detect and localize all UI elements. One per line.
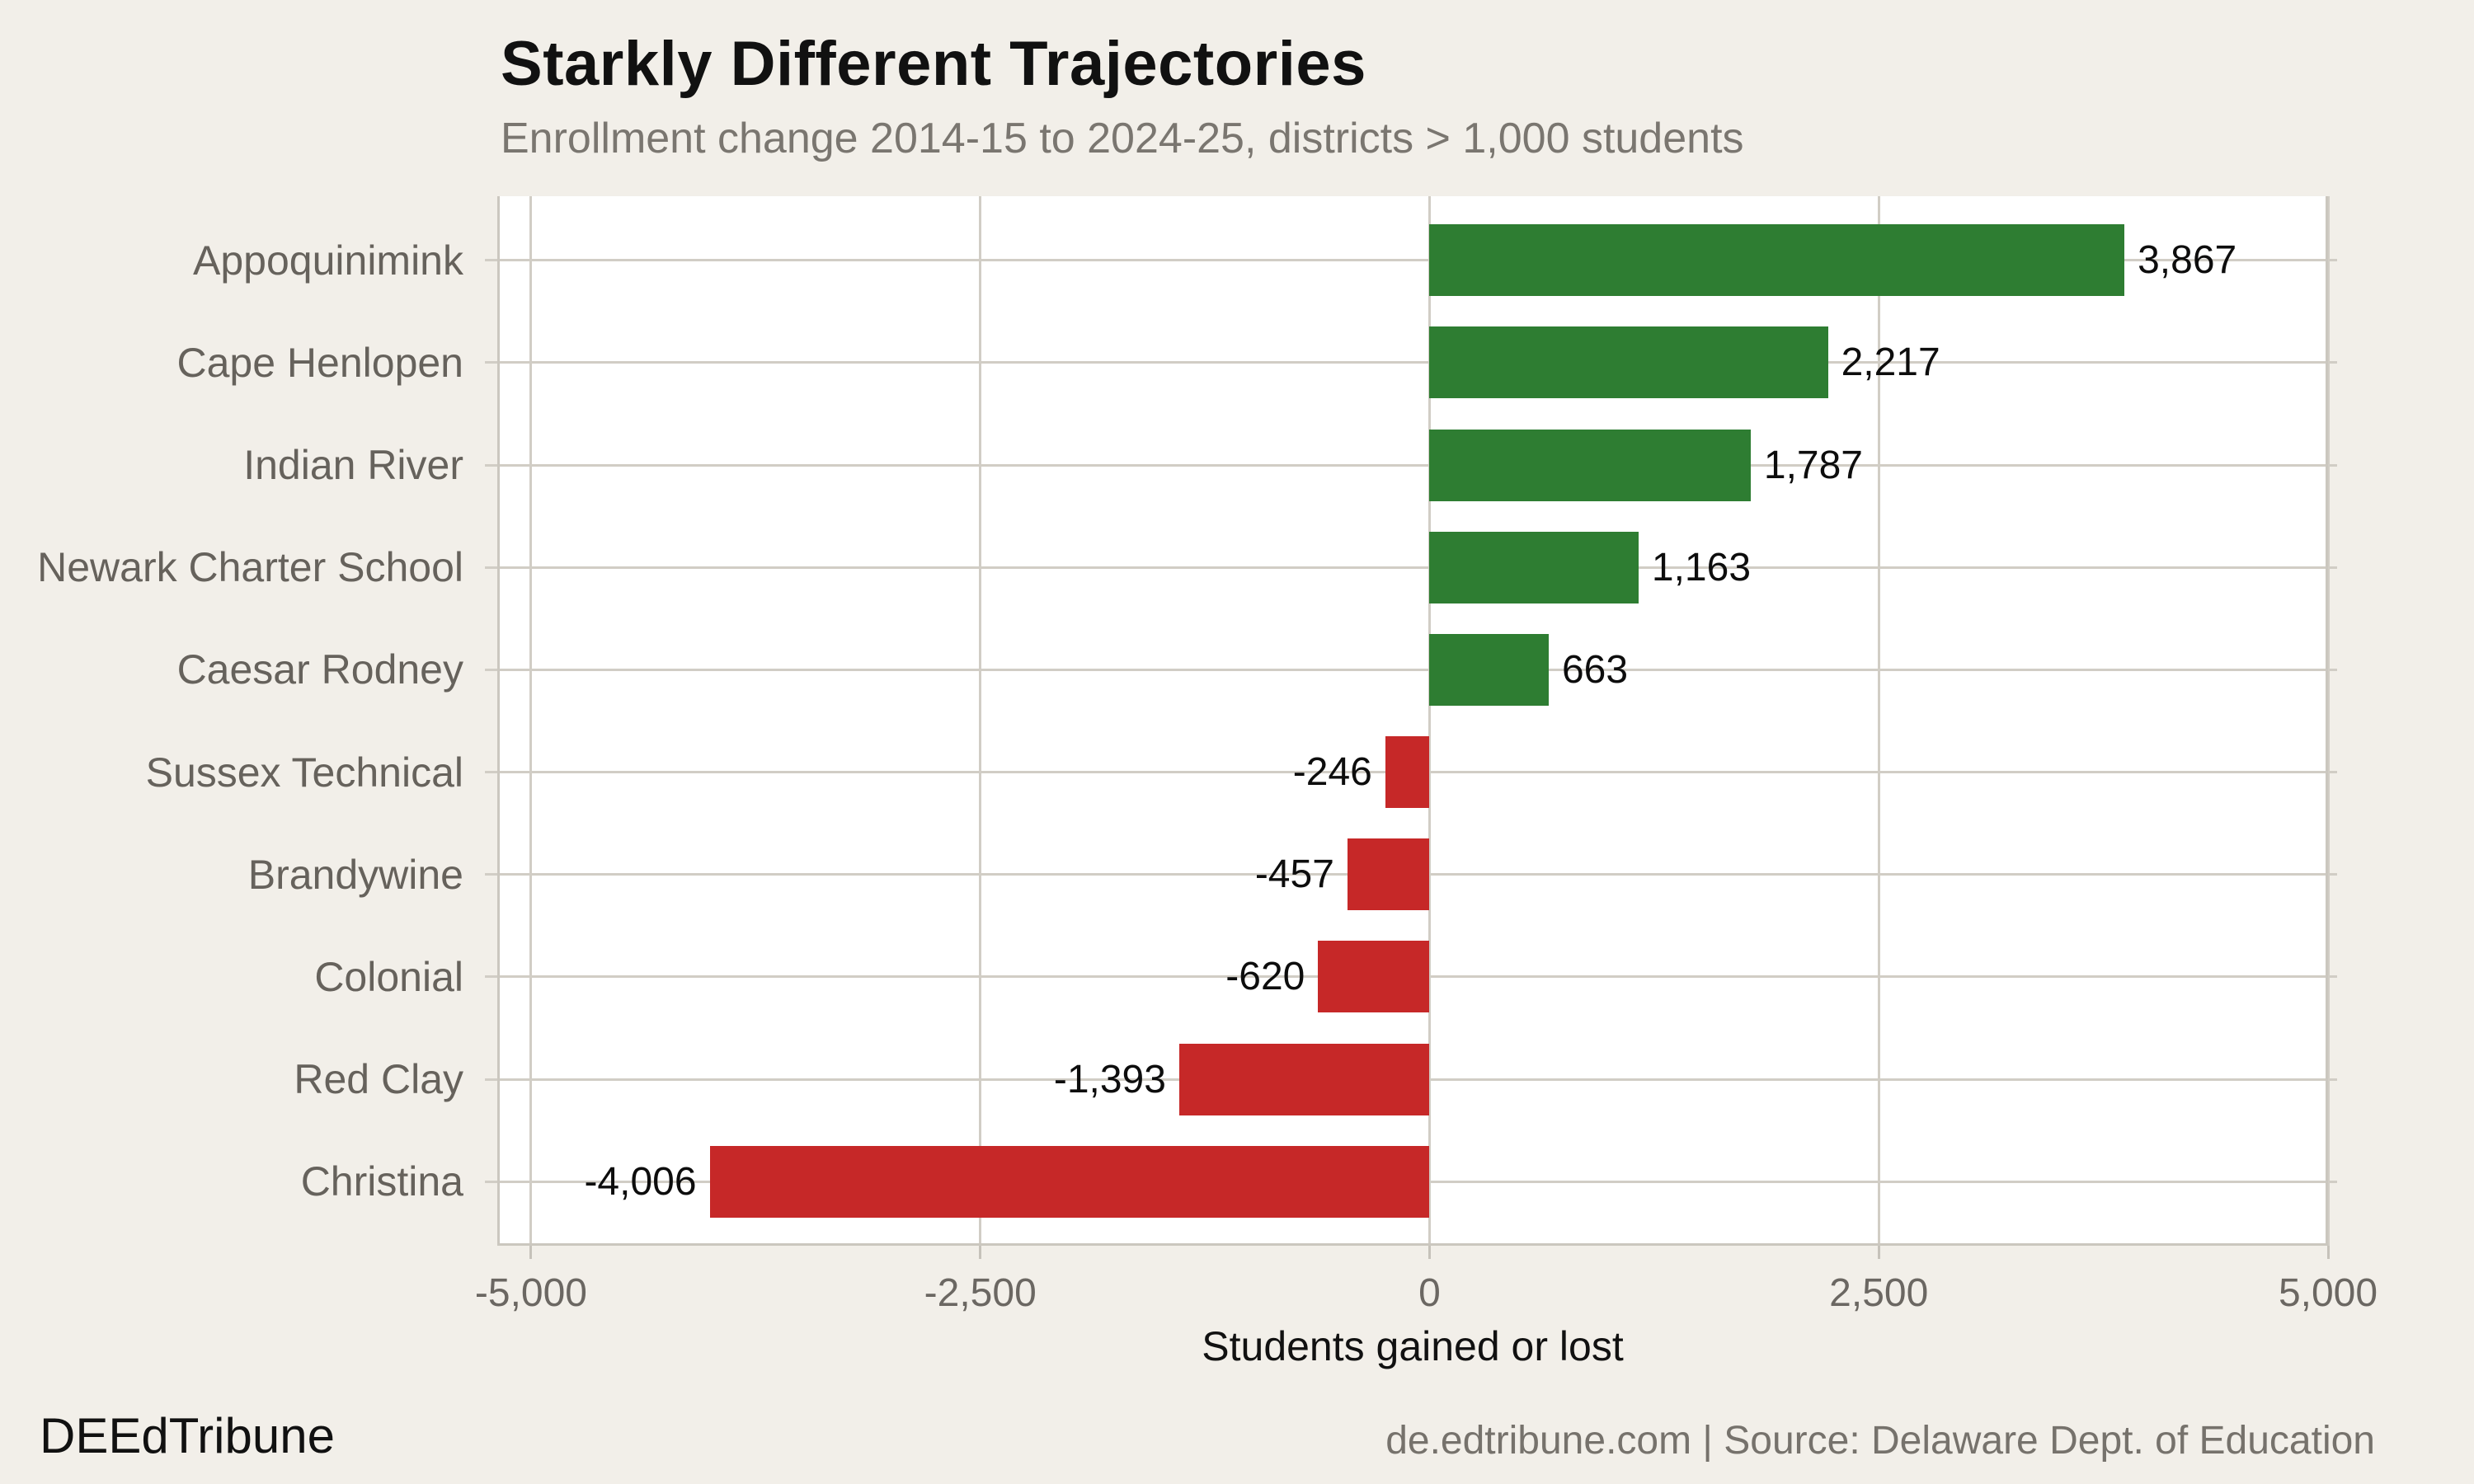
panel-border-right — [2326, 196, 2328, 1246]
category-label: Cape Henlopen — [176, 339, 464, 386]
gridline-v — [2326, 196, 2330, 1246]
category-label: Sussex Technical — [145, 749, 463, 796]
x-axis-tick — [979, 1246, 982, 1259]
bar-value-label: -1,393 — [1053, 1057, 1166, 1101]
panel-border-left — [497, 196, 500, 1246]
bar-appoquinimink — [1429, 224, 2125, 297]
gridline-h — [485, 668, 2337, 671]
chart-subtitle: Enrollment change 2014-15 to 2024-25, di… — [501, 115, 1744, 162]
category-label: Newark Charter School — [37, 544, 463, 591]
gridline-v — [1427, 196, 1431, 1246]
bar-cape-henlopen — [1429, 326, 1828, 399]
bar-value-label: 663 — [1561, 647, 1629, 692]
x-axis-tick-label: -2,500 — [924, 1271, 1037, 1315]
bar-brandywine — [1347, 838, 1430, 911]
bar-value-label: 2,217 — [1841, 340, 1940, 385]
gridline-h — [485, 566, 2337, 569]
bar-value-label: -4,006 — [584, 1159, 697, 1204]
bar-value-label: -620 — [1225, 955, 1305, 999]
bar-value-label: -457 — [1254, 852, 1334, 897]
gridline-h — [485, 259, 2337, 262]
bar-indian-river — [1429, 429, 1751, 501]
category-label: Colonial — [314, 953, 463, 1000]
footer-source: de.edtribune.com | Source: Delaware Dept… — [1385, 1419, 2375, 1463]
x-axis-tick — [1877, 1246, 1880, 1259]
x-axis-line — [497, 1243, 2328, 1246]
gridline-v — [979, 196, 982, 1246]
x-axis-tick-label: -5,000 — [474, 1271, 587, 1315]
bar-sussex-technical — [1385, 736, 1430, 809]
bar-newark-charter-school — [1429, 531, 1639, 603]
bar-red-clay — [1178, 1043, 1430, 1115]
x-axis-title: Students gained or lost — [1202, 1323, 1624, 1369]
bar-colonial — [1318, 941, 1430, 1013]
footer-brand: DEEdTribune — [40, 1408, 335, 1463]
gridline-h — [485, 361, 2337, 364]
category-label: Christina — [300, 1158, 463, 1205]
bar-value-label: 1,787 — [1763, 443, 1863, 487]
bar-christina — [709, 1145, 1430, 1218]
x-axis-tick-label: 5,000 — [2278, 1271, 2378, 1315]
bar-caesar-rodney — [1429, 633, 1549, 706]
category-label: Brandywine — [247, 851, 463, 898]
bar-value-label: 1,163 — [1651, 545, 1752, 589]
category-label: Indian River — [243, 442, 463, 488]
gridline-h — [485, 463, 2337, 467]
x-axis-tick — [1427, 1246, 1431, 1259]
x-axis-tick-label: 2,500 — [1829, 1271, 1929, 1315]
category-label: Caesar Rodney — [176, 646, 463, 693]
x-axis-tick — [529, 1246, 533, 1259]
x-axis-tick-label: 0 — [1418, 1271, 1441, 1315]
bar-value-label: -246 — [1292, 750, 1372, 795]
x-axis-tick — [2326, 1246, 2330, 1259]
category-label: Red Clay — [294, 1056, 463, 1103]
chart-title: Starkly Different Trajectories — [501, 29, 1366, 99]
category-label: Appoquinimink — [193, 237, 463, 284]
gridline-v — [529, 196, 533, 1246]
bar-value-label: 3,867 — [2138, 238, 2237, 283]
plot-area: 3,867 2,217 1,787 1,163 663 -246 -457 -620 -1,39… — [485, 196, 2337, 1246]
gridline-v — [1877, 196, 1880, 1246]
